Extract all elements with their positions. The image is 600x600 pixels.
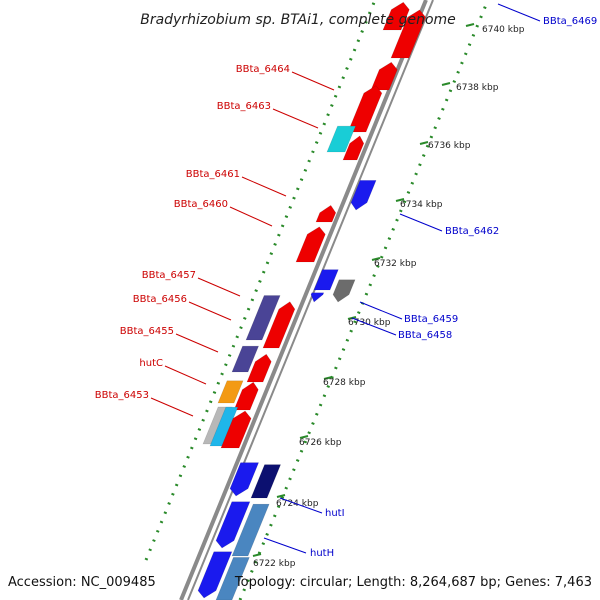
kbp-tick-mark — [465, 23, 475, 27]
gene-features — [197, 1, 426, 600]
gene-red-4[interactable] — [342, 135, 365, 161]
kbp-tick-mark — [395, 198, 405, 202]
label-leader-line — [241, 176, 287, 197]
gene-red-2[interactable] — [370, 61, 398, 91]
gene-label-forward[interactable]: BBta_6455 — [120, 326, 174, 337]
gene-steel-1[interactable] — [231, 503, 270, 557]
gene-red-10[interactable] — [220, 410, 252, 449]
gene-label-reverse[interactable]: BBta_6462 — [445, 226, 499, 237]
gene-label-forward[interactable]: BBta_6463 — [217, 101, 271, 112]
gene-blue-3[interactable] — [310, 292, 325, 303]
backbone-line-inner — [187, 0, 434, 600]
left-guide-line — [144, 0, 377, 561]
gene-label-reverse[interactable]: hutH — [310, 548, 334, 559]
guide-lines — [144, 0, 490, 600]
gene-steel-2[interactable] — [215, 557, 250, 600]
gene-label-forward[interactable]: BBta_6453 — [95, 390, 149, 401]
gene-red-11[interactable] — [382, 1, 410, 31]
label-leader-line — [197, 277, 241, 297]
label-leader-line — [188, 301, 232, 321]
kbp-tick-mark — [371, 257, 381, 261]
kbp-tick-mark — [419, 141, 429, 145]
gene-red-8[interactable] — [246, 353, 272, 383]
gene-purple-2[interactable] — [231, 345, 260, 373]
kbp-tick-label: 6736 kbp — [428, 141, 471, 151]
gene-label-reverse[interactable]: hutI — [325, 508, 345, 519]
gene-blue-2[interactable] — [313, 269, 339, 291]
kbp-tick-mark — [276, 494, 286, 498]
gene-label-reverse[interactable]: BBta_6458 — [398, 330, 452, 341]
gene-label-forward[interactable]: BBta_6461 — [186, 169, 240, 180]
label-leader-line — [351, 317, 397, 336]
kbp-tick-mark — [323, 376, 333, 380]
label-leader-line — [164, 365, 207, 385]
kbp-tick-label: 6728 kbp — [323, 378, 366, 388]
map-title: Bradyrhizobium sp. BTAi1, complete genom… — [140, 12, 456, 28]
gene-blue-4[interactable] — [229, 462, 260, 497]
gene-label-reverse[interactable]: BBta_6469 — [543, 16, 597, 27]
gene-red-5[interactable] — [315, 204, 337, 223]
gene-red-1[interactable] — [390, 9, 426, 59]
accession-text: Accession: NC_009485 — [8, 575, 156, 590]
gene-red-3[interactable] — [347, 85, 383, 133]
gene-label-forward[interactable]: BBta_6457 — [142, 270, 196, 281]
label-leader-line — [291, 71, 335, 91]
kbp-tick-label: 6738 kbp — [456, 83, 499, 93]
topology-text: Topology: circular; Length: 8,264,687 bp… — [234, 575, 592, 590]
gene-blue-6[interactable] — [197, 551, 233, 599]
kbp-tick-mark — [252, 553, 262, 557]
gene-red-9[interactable] — [233, 381, 259, 411]
kbp-tick-mark — [441, 82, 451, 86]
gene-label-forward[interactable]: BBta_6456 — [133, 294, 187, 305]
label-leader-line — [399, 213, 443, 232]
gene-label-forward[interactable]: BBta_6464 — [236, 64, 290, 75]
kbp-tick-label: 6732 kbp — [374, 259, 417, 269]
gene-labels[interactable]: BBta_6464 BBta_6463 BBta_6461 BBta_6460 BBta… — [95, 3, 597, 559]
label-leader-line — [359, 301, 403, 320]
kbp-tick-label: 6734 kbp — [400, 200, 443, 210]
kbp-tick-label: 6740 kbp — [482, 25, 525, 35]
label-leader-line — [497, 3, 541, 22]
label-leader-line — [175, 333, 219, 353]
gene-navy-1[interactable] — [250, 464, 282, 499]
backbone-line-outer — [179, 0, 428, 600]
gene-red-7[interactable] — [262, 301, 296, 349]
label-leader-line — [229, 206, 273, 227]
gene-red-6[interactable] — [295, 226, 326, 263]
gene-blue-1[interactable] — [350, 180, 377, 211]
kbp-tick-mark — [299, 435, 309, 439]
label-leader-line — [150, 397, 194, 417]
label-leader-line — [279, 497, 323, 514]
genome-backbone — [179, 0, 434, 600]
gene-blue-5[interactable] — [215, 501, 251, 549]
kbp-tick-label: 6722 kbp — [253, 559, 296, 569]
gene-gray-1[interactable] — [332, 279, 356, 303]
label-leader-line — [272, 108, 319, 129]
gene-cyan-1[interactable] — [326, 125, 357, 153]
gene-label-forward[interactable]: hutC — [139, 358, 163, 369]
label-leader-line — [263, 537, 307, 554]
kbp-tick-label: 6726 kbp — [299, 438, 342, 448]
right-guide-line — [238, 0, 490, 600]
kbp-tick-label: 6730 kbp — [348, 318, 391, 328]
gene-skyblue-1[interactable] — [209, 406, 239, 447]
gene-label-forward[interactable]: BBta_6460 — [174, 199, 228, 210]
gene-orange-1[interactable] — [217, 380, 244, 404]
gene-purple-1[interactable] — [245, 295, 281, 341]
gene-label-reverse[interactable]: BBta_6459 — [404, 314, 458, 325]
